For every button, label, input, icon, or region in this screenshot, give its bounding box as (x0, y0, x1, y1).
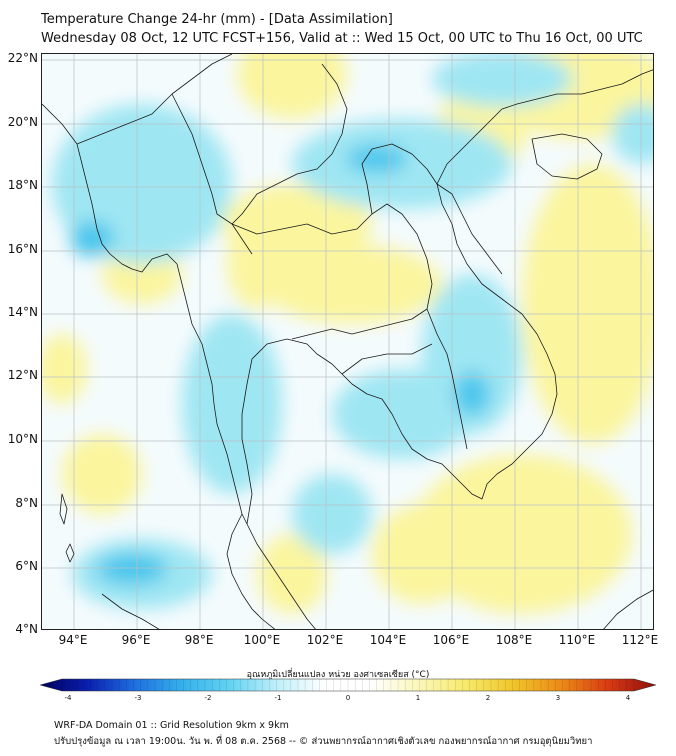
map-panel (41, 53, 654, 630)
colorbar-tick-label: 3 (555, 694, 561, 702)
colorbar-title: อุณหภูมิเปลี่ยนแปลง หน่วย องศาเซลเซียส (… (246, 670, 430, 680)
longitude-label: 110°E (558, 633, 596, 647)
latitude-label: 22°N (7, 51, 38, 65)
latitude-label: 12°N (7, 368, 38, 382)
coastlines (42, 54, 653, 629)
map-subtitle: Wednesday 08 Oct, 12 UTC FCST+156, Valid… (41, 31, 643, 46)
colorbar-tick-label: -3 (134, 694, 142, 702)
credit-line: ปรับปรุงข้อมูล ณ เวลา 19:00น. วัน พ. ที่… (54, 736, 593, 747)
longitude-label: 108°E (495, 633, 533, 647)
colorbar-tick-label: -4 (64, 694, 72, 702)
colorbar (40, 678, 656, 692)
longitude-label: 104°E (369, 633, 407, 647)
latitude-label: 14°N (7, 305, 38, 319)
latitude-label: 20°N (7, 115, 38, 129)
colorbar-tick-label: 4 (625, 694, 631, 702)
colorbar-gradient (40, 678, 656, 692)
latitude-label: 16°N (7, 242, 38, 256)
longitude-label: 98°E (184, 633, 214, 647)
latitude-label: 18°N (7, 178, 38, 192)
longitude-label: 106°E (432, 633, 470, 647)
longitude-label: 112°E (621, 633, 659, 647)
longitude-label: 100°E (243, 633, 281, 647)
graticule (42, 54, 653, 629)
longitude-label: 96°E (121, 633, 151, 647)
colorbar-tick-label: 1 (415, 694, 421, 702)
latitude-label: 6°N (15, 559, 38, 573)
colorbar-tick-label: -2 (204, 694, 212, 702)
longitude-label: 94°E (58, 633, 88, 647)
longitude-label: 102°E (306, 633, 344, 647)
temperature-change-map (42, 54, 653, 629)
colorbar-tick-label: 0 (345, 694, 351, 702)
model-info: WRF-DA Domain 01 :: Grid Resolution 9km … (54, 720, 289, 731)
latitude-label: 4°N (15, 622, 38, 636)
map-title: Temperature Change 24-hr (mm) - [Data As… (41, 12, 393, 27)
colorbar-tick-label: 2 (485, 694, 491, 702)
latitude-label: 8°N (15, 496, 38, 510)
colorbar-tick-label: -1 (274, 694, 282, 702)
latitude-label: 10°N (7, 432, 38, 446)
